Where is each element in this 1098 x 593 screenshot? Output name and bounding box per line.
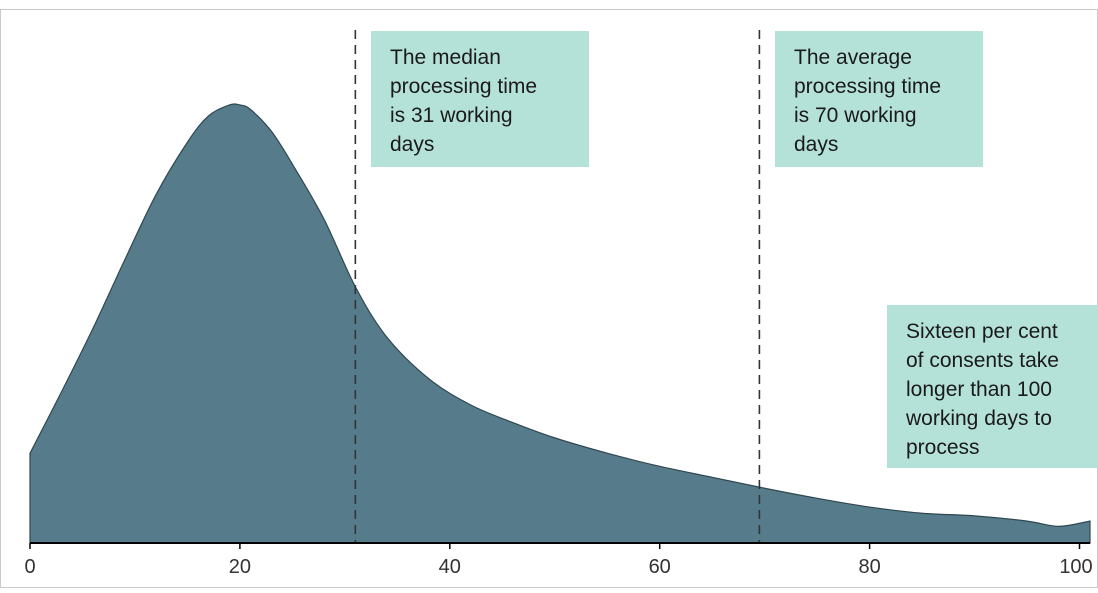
x-tick-label-80: 80 [858, 556, 880, 578]
tail-annotation-line-1: of consents take [906, 349, 1059, 372]
tail-annotation: Sixteen per cent of consents take longer t… [887, 305, 1098, 468]
x-tick-label-0: 0 [24, 556, 35, 578]
median-annotation-box [371, 31, 589, 167]
x-tick-label-20: 20 [229, 556, 251, 578]
tail-annotation-line-3: working days to [905, 407, 1052, 430]
annotation-layer: The median processing time is 31 working da… [371, 31, 1098, 468]
area-layer [29, 103, 1091, 544]
median-annotation-line-0: The median [390, 46, 501, 69]
median-annotation: The median processing time is 31 working da… [371, 31, 589, 167]
average-annotation-line-0: The average [794, 46, 912, 69]
density-area-0 [29, 103, 1091, 544]
tail-annotation-line-4: process [906, 436, 980, 459]
average-annotation-line-2: is 70 working [794, 104, 917, 127]
reference-line-layer [354, 30, 761, 543]
average-annotation-line-3: days [794, 133, 838, 156]
median-annotation-line-3: days [390, 133, 434, 156]
x-tick-label-40: 40 [439, 556, 461, 578]
tail-annotation-box [887, 305, 1098, 468]
median-annotation-line-1: processing time [390, 75, 537, 98]
x-tick-label-100: 100 [1059, 556, 1092, 578]
x-axis: 0 20 40 60 80 100 [24, 542, 1093, 578]
average-annotation-box [775, 31, 983, 167]
median-annotation-line-2: is 31 working [390, 104, 513, 127]
average-annotation-line-1: processing time [794, 75, 941, 98]
tail-annotation-line-0: Sixteen per cent [906, 320, 1058, 343]
average-annotation: The average processing time is 70 working d… [775, 31, 983, 167]
tail-annotation-line-2: longer than 100 [906, 378, 1052, 401]
x-tick-label-60: 60 [649, 556, 671, 578]
